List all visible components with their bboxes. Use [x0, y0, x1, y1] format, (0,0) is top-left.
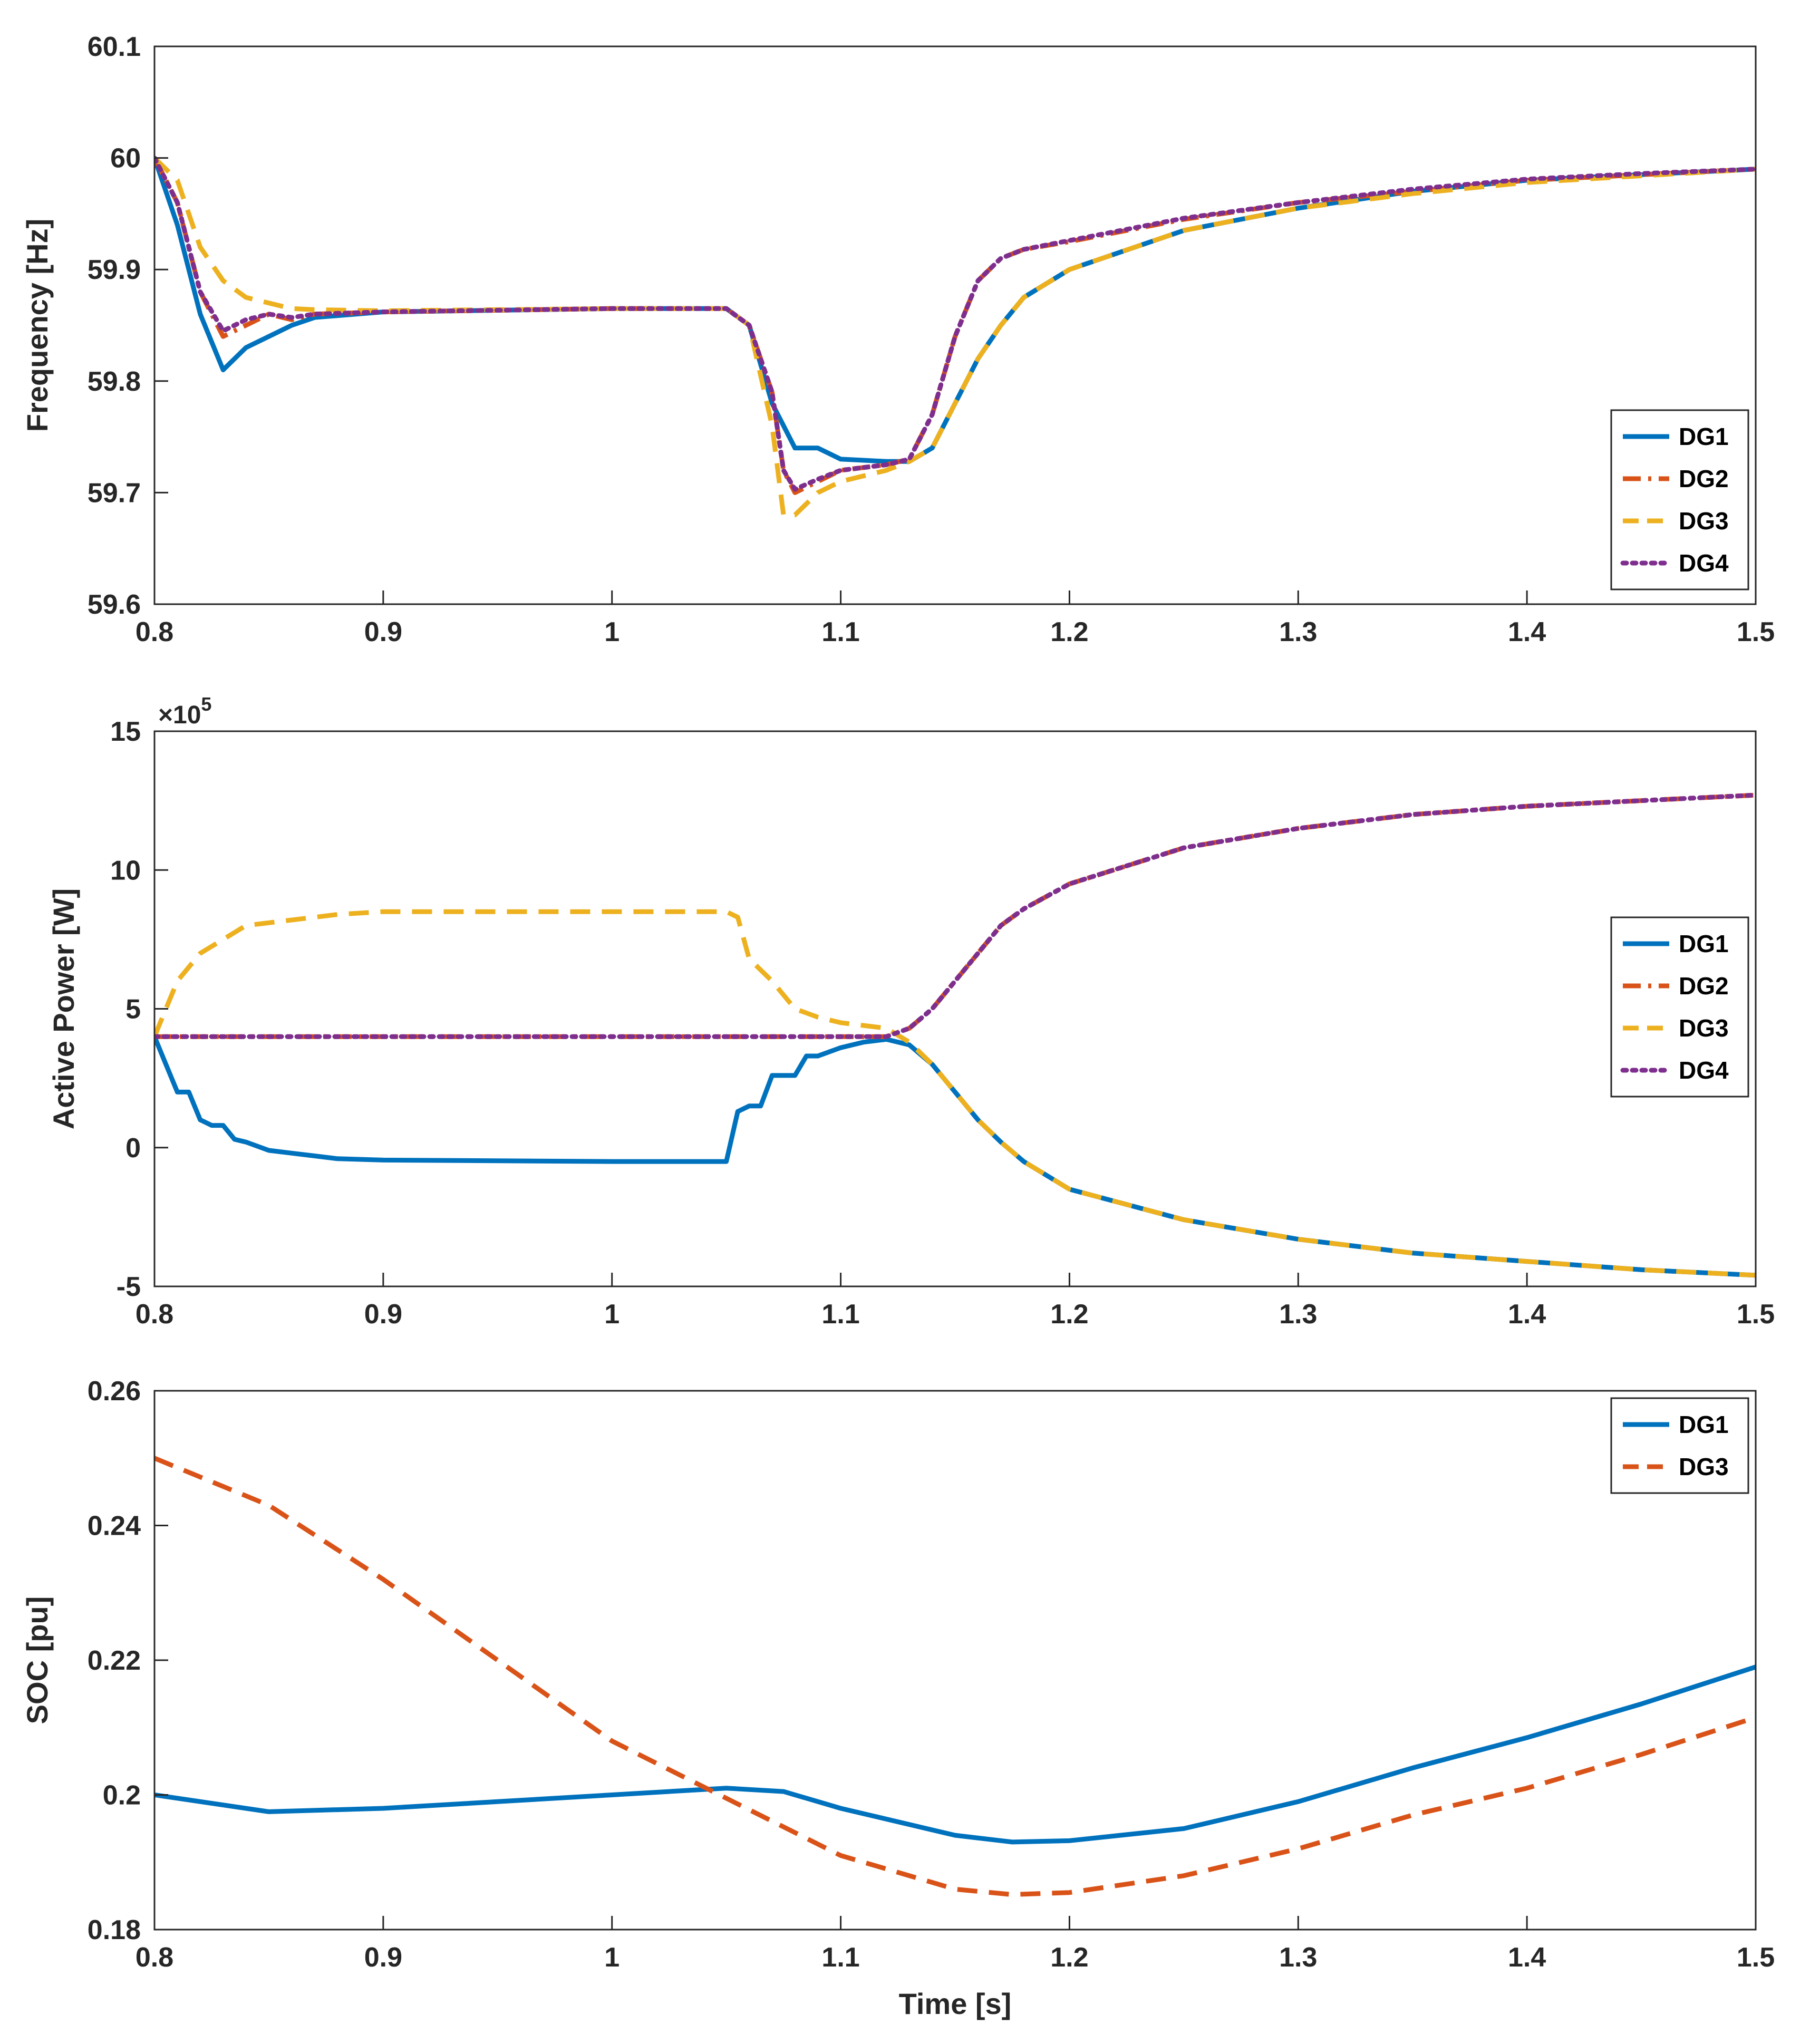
soc-legend-box [1610, 1397, 1749, 1494]
active-power-x-tick-label: 1 [604, 1299, 620, 1330]
active-power-x-tick-label: 1.3 [1279, 1299, 1317, 1330]
soc-x-tick-label: 1 [604, 1942, 620, 1973]
active-power-x-tick-label: 1.1 [821, 1299, 859, 1330]
active-power-legend-box [1610, 916, 1749, 1098]
active-power-x-tick-label: 1.4 [1508, 1299, 1546, 1330]
soc-x-tick-label: 1.5 [1737, 1942, 1775, 1973]
active-power-x-tick-label: 0.9 [364, 1299, 402, 1330]
active-power-legend: DG1 DG2 DG3 DG4 [1610, 916, 1749, 1098]
frequency-y-tick-label: 60.1 [88, 32, 141, 62]
frequency-x-tick-label: 0.8 [135, 617, 173, 647]
time-x-axis-label: Time [s] [899, 1987, 1012, 2020]
soc-panel: 0.8 0.9 1 1.1 1.2 1.3 1.4 1.5 0.18 0.2 0.22 0.24 0.… [21, 1376, 1775, 2020]
soc-series-dg3-line [154, 1456, 1756, 1897]
frequency-x-tick-label: 1 [604, 617, 620, 647]
soc-y-tick-label: 0.18 [88, 1915, 141, 1945]
frequency-legend-label-dg4: DG4 [1679, 549, 1729, 577]
frequency-x-tick-label: 1.2 [1050, 617, 1088, 647]
soc-y-tick-label: 0.2 [103, 1780, 141, 1811]
frequency-x-tick-label: 1.3 [1279, 617, 1317, 647]
frequency-x-tick-label: 1.4 [1508, 617, 1546, 647]
active-power-panel: 0.8 0.9 1 1.1 1.2 1.3 1.4 1.5 -5 0 5 10 15 Active P… [47, 693, 1775, 1330]
active-power-legend-label-dg2: DG2 [1679, 972, 1729, 1000]
exponent-base: ×10 [158, 701, 201, 729]
soc-y-axis-label: SOC [pu] [21, 1596, 54, 1725]
frequency-series-dg3-line [154, 156, 1756, 518]
soc-y-tick-label: 0.26 [88, 1376, 141, 1407]
active-power-x-tick-label: 1.5 [1737, 1299, 1775, 1330]
exponent-power: 5 [201, 693, 211, 715]
soc-legend-label-dg3: DG3 [1679, 1453, 1729, 1480]
soc-x-tick-label: 1.1 [821, 1942, 859, 1973]
soc-x-tick-label: 0.8 [135, 1942, 173, 1973]
active-power-legend-label-dg3: DG3 [1679, 1014, 1729, 1042]
active-power-x-tick-label: 0.8 [135, 1299, 173, 1330]
soc-legend: DG1 DG3 [1610, 1397, 1749, 1494]
frequency-x-tick-label: 0.9 [364, 617, 402, 647]
active-power-series-dg1-line [154, 1035, 1756, 1278]
active-power-y-tick-label: 15 [110, 716, 141, 747]
soc-legend-label-dg1: DG1 [1679, 1411, 1729, 1438]
frequency-legend-label-dg1: DG1 [1679, 423, 1729, 450]
soc-series-dg1-line [154, 1664, 1756, 1845]
active-power-y-tick-label: 0 [125, 1133, 141, 1164]
active-power-legend-label-dg4: DG4 [1679, 1057, 1729, 1084]
soc-x-tick-label: 1.2 [1050, 1942, 1088, 1973]
frequency-y-axis-label: Frequency [Hz] [21, 219, 54, 432]
frequency-y-tick-label: 59.6 [88, 589, 141, 620]
frequency-x-tick-label: 1.5 [1737, 617, 1775, 647]
frequency-x-tick-label: 1.1 [821, 617, 859, 647]
active-power-y-tick-label: 5 [125, 994, 141, 1025]
active-power-y-tick-label: -5 [117, 1272, 141, 1302]
soc-x-tick-label: 1.3 [1279, 1942, 1317, 1973]
frequency-series-dg4-line [154, 156, 1756, 492]
frequency-series-dg1-line [154, 157, 1756, 464]
frequency-panel: 0.8 0.9 1 1.1 1.2 1.3 1.4 1.5 59.6 59.7 59.8 59.9 6… [21, 32, 1775, 647]
active-power-x-tick-label: 1.2 [1050, 1299, 1088, 1330]
soc-x-tick-label: 0.9 [364, 1942, 402, 1973]
active-power-series-dg4-line [154, 792, 1756, 1039]
soc-y-tick-label: 0.24 [88, 1511, 141, 1542]
active-power-legend-label-dg1: DG1 [1679, 930, 1729, 957]
frequency-y-tick-label: 59.7 [88, 478, 141, 508]
frequency-y-tick-label: 59.9 [88, 255, 141, 285]
soc-x-tick-label: 1.4 [1508, 1942, 1546, 1973]
active-power-y-tick-label: 10 [110, 855, 141, 886]
exponent-multiplier: ×105 [158, 693, 211, 729]
frequency-axes-box [153, 45, 1757, 605]
active-power-series-dg3-line [154, 909, 1756, 1278]
frequency-legend: DG1 DG2 DG3 DG4 [1610, 409, 1749, 590]
frequency-legend-label-dg2: DG2 [1679, 465, 1729, 492]
frequency-legend-label-dg3: DG3 [1679, 507, 1729, 535]
frequency-legend-box [1610, 409, 1749, 590]
frequency-y-tick-label: 60 [110, 143, 141, 174]
active-power-y-axis-label: Active Power [W] [47, 888, 80, 1129]
frequency-y-tick-label: 59.8 [88, 366, 141, 397]
soc-y-tick-label: 0.22 [88, 1645, 141, 1676]
